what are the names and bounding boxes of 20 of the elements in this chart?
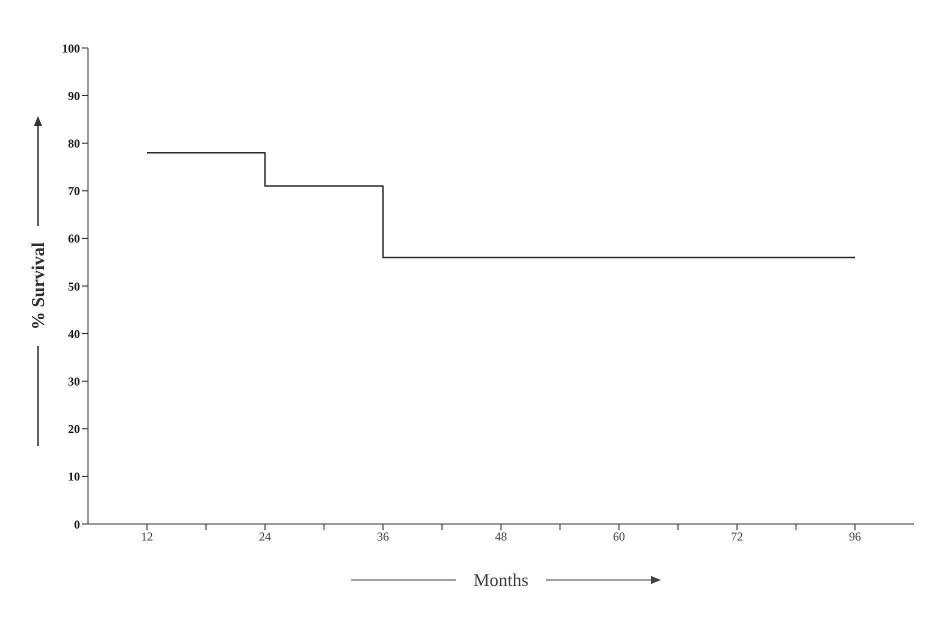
y-tick-label: 70: [68, 184, 80, 198]
x-tick-label: 24: [259, 530, 271, 544]
y-tick-label: 60: [68, 232, 80, 246]
y-tick-label: 90: [68, 88, 80, 103]
x-tick-label: 12: [141, 530, 153, 544]
y-tick-label: 10: [68, 470, 80, 484]
y-tick-label: 80: [68, 136, 80, 150]
x-tick-label: 36: [377, 530, 389, 544]
y-axis-title: % Survival: [28, 242, 48, 330]
y-tick-label: 40: [68, 326, 80, 341]
y-tick-label: 50: [68, 279, 80, 294]
x-tick-label: 72: [731, 530, 743, 544]
x-tick-label: 96: [849, 530, 861, 544]
y-tick-label: 0: [74, 517, 80, 532]
x-tick-label: 60: [613, 530, 625, 544]
x-tick-label: 48: [495, 530, 507, 544]
y-tick-label: 20: [68, 422, 80, 436]
y-tick-label: 30: [68, 374, 80, 388]
x-axis-title: Months: [473, 570, 529, 590]
y-tick-label: 100: [62, 41, 80, 56]
